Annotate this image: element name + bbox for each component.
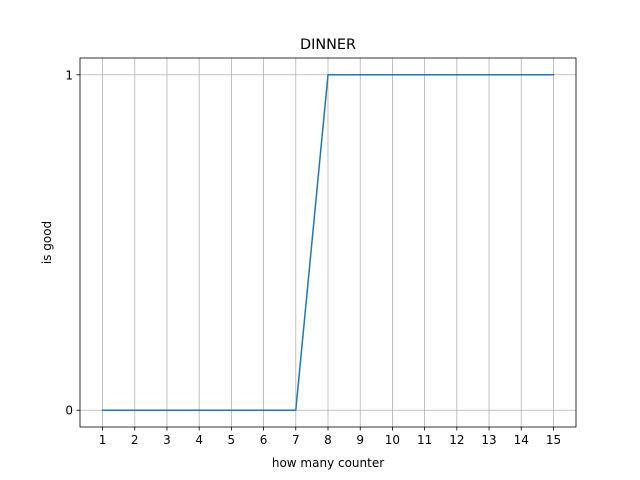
x-tick-label: 10 xyxy=(385,433,400,447)
series-line xyxy=(101,74,555,411)
x-tick-label: 3 xyxy=(163,433,171,447)
x-tick-label: 9 xyxy=(356,433,364,447)
x-tick-label: 4 xyxy=(195,433,203,447)
x-tick-label: 1 xyxy=(99,433,107,447)
x-tick-label: 11 xyxy=(417,433,432,447)
x-tick-label: 6 xyxy=(260,433,268,447)
x-tick-label: 8 xyxy=(324,433,332,447)
y-tick-label: 1 xyxy=(65,68,73,82)
series-lines xyxy=(101,74,555,411)
y-tick-label: 0 xyxy=(65,404,73,418)
x-tick-label: 14 xyxy=(514,433,529,447)
chart-title: DINNER xyxy=(300,37,356,53)
y-axis-label: is good xyxy=(40,221,54,264)
x-tick-label: 12 xyxy=(449,433,464,447)
x-tick-label: 15 xyxy=(546,433,561,447)
x-tick-label: 13 xyxy=(481,433,496,447)
x-axis-label: how many counter xyxy=(272,456,384,470)
x-tick-label: 7 xyxy=(292,433,300,447)
x-tick-label: 5 xyxy=(228,433,236,447)
x-tick-label: 2 xyxy=(131,433,139,447)
